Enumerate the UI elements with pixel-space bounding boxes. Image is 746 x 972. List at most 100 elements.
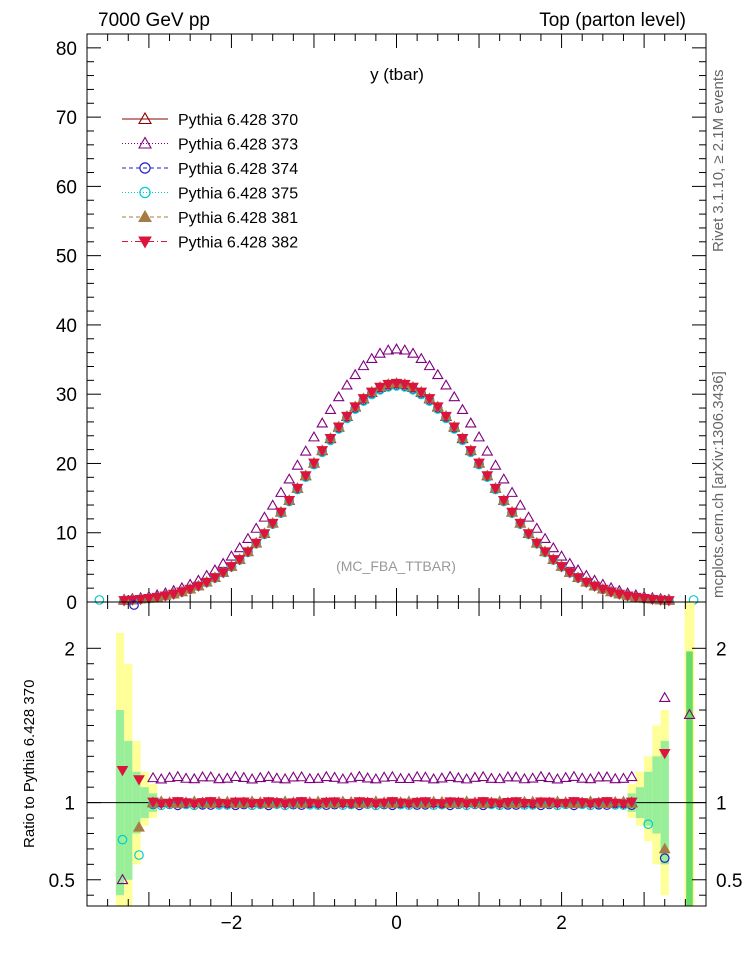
ratio-point bbox=[312, 772, 325, 783]
ratio-point bbox=[328, 797, 341, 808]
main-y-tick-label: 20 bbox=[56, 454, 77, 475]
main-y-tick-label: 80 bbox=[56, 39, 77, 60]
data-point bbox=[547, 541, 560, 553]
legend-label: Pythia 6.428 373 bbox=[178, 137, 298, 154]
ratio-point bbox=[270, 772, 283, 783]
data-point bbox=[662, 596, 675, 607]
data-point bbox=[456, 403, 469, 414]
ratio-point bbox=[336, 799, 349, 810]
ratio-point bbox=[237, 797, 250, 808]
ratio-edge-point bbox=[133, 775, 145, 786]
ratio-point bbox=[369, 772, 382, 784]
ratio-panel: 0.5 0.5 1 1 2 2 −2 0 2 Ratio to Pythia 6.428 37… bbox=[21, 600, 742, 934]
ratio-point bbox=[435, 772, 448, 783]
ratio-point bbox=[518, 798, 531, 810]
ratio-point bbox=[559, 771, 572, 783]
data-point bbox=[159, 591, 172, 602]
ratio-point bbox=[246, 799, 258, 810]
ratio-point bbox=[518, 772, 531, 784]
ratio-point bbox=[526, 772, 539, 783]
ratio-point bbox=[592, 771, 605, 782]
ratio-point bbox=[221, 799, 234, 810]
ratio-series-5 bbox=[147, 797, 638, 810]
data-point bbox=[448, 390, 461, 402]
ratio-uncertainty-band bbox=[644, 771, 653, 826]
ratio-point bbox=[163, 771, 176, 782]
data-point bbox=[514, 518, 527, 530]
ratio-edge-point bbox=[116, 765, 129, 777]
data-point bbox=[341, 411, 353, 423]
data-point bbox=[398, 379, 411, 391]
data-point bbox=[489, 483, 502, 495]
ratio-point bbox=[386, 770, 399, 782]
x-tick-label: −2 bbox=[221, 913, 243, 934]
ratio-point bbox=[469, 798, 481, 809]
data-point bbox=[258, 529, 271, 540]
data-point bbox=[209, 573, 221, 584]
data-point bbox=[539, 547, 551, 558]
main-y-tick-label: 50 bbox=[56, 247, 77, 268]
data-point bbox=[225, 550, 238, 561]
data-point bbox=[448, 422, 461, 433]
ratio-point bbox=[444, 770, 457, 781]
ratio-point bbox=[320, 797, 333, 808]
ratio-point bbox=[370, 799, 382, 810]
data-point bbox=[572, 573, 584, 584]
ratio-point bbox=[171, 770, 184, 782]
data-point bbox=[398, 344, 411, 355]
ratio-point bbox=[403, 799, 415, 810]
ratio-point bbox=[262, 770, 275, 782]
main-y-tick-label: 30 bbox=[56, 385, 77, 406]
ratio-frame bbox=[86, 601, 707, 907]
ratio-y-tick-label-right: 2 bbox=[716, 639, 727, 660]
ratio-point bbox=[262, 797, 275, 808]
ratio-point bbox=[361, 797, 374, 809]
data-point bbox=[423, 359, 436, 371]
main-panel: 0 10 20 30 40 50 60 70 80 y (tbar) (MC_FBA_TTBAR… bbox=[56, 33, 707, 614]
data-point bbox=[200, 577, 213, 589]
ratio-point bbox=[204, 771, 217, 782]
ratio-point bbox=[625, 797, 638, 808]
data-point bbox=[184, 584, 197, 596]
ratio-point bbox=[419, 771, 432, 782]
data-point bbox=[341, 379, 353, 390]
legend-marker bbox=[138, 236, 152, 249]
ratio-series-1 bbox=[147, 770, 638, 784]
ratio-point bbox=[213, 772, 226, 784]
ratio-point bbox=[345, 799, 357, 810]
ratio-point bbox=[147, 771, 159, 783]
data-point bbox=[555, 562, 568, 573]
ratio-point bbox=[468, 771, 481, 782]
ratio-point bbox=[155, 773, 168, 784]
ratio-point bbox=[295, 770, 308, 782]
ratio-point bbox=[229, 797, 242, 808]
ratio-point bbox=[303, 772, 316, 784]
ratio-point bbox=[180, 772, 192, 783]
ratio-edge-point bbox=[133, 821, 145, 832]
ratio-point bbox=[204, 797, 217, 808]
ratio-point bbox=[592, 798, 605, 809]
data-point bbox=[357, 394, 370, 405]
data-point bbox=[241, 532, 254, 544]
ratio-point bbox=[559, 798, 572, 810]
ratio-point bbox=[501, 770, 514, 782]
data-point bbox=[522, 511, 535, 522]
main-y-ticks: 0 10 20 30 40 50 60 70 80 bbox=[56, 33, 706, 614]
data-point bbox=[530, 538, 543, 549]
data-point bbox=[530, 522, 543, 533]
ratio-point bbox=[567, 770, 580, 782]
ratio-point bbox=[394, 798, 407, 809]
ratio-point bbox=[279, 772, 292, 784]
ratio-x-ticks: −2 0 2 bbox=[107, 602, 686, 934]
ratio-point bbox=[287, 771, 300, 782]
data-point bbox=[563, 568, 576, 579]
ratio-edge-point bbox=[117, 834, 128, 845]
main-y-tick-label: 60 bbox=[56, 177, 77, 198]
data-point bbox=[176, 587, 188, 598]
ratio-edge-point bbox=[658, 748, 671, 760]
data-point bbox=[423, 394, 436, 405]
data-point bbox=[481, 471, 494, 482]
data-point bbox=[481, 445, 494, 456]
data-point bbox=[217, 568, 230, 579]
ratio-point bbox=[535, 797, 547, 808]
